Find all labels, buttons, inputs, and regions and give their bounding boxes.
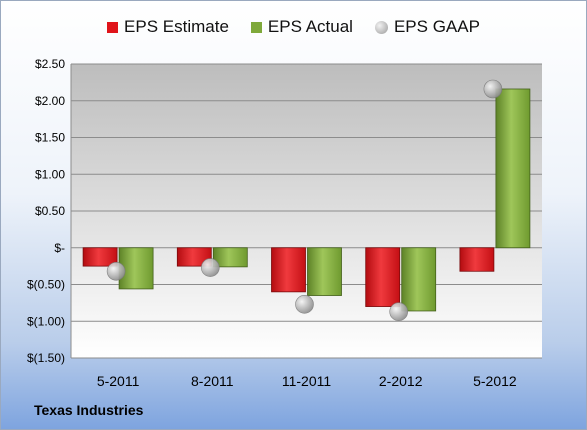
legend-label-eps-gaap: EPS GAAP [393, 17, 480, 36]
x-tick-label: 5-2011 [97, 373, 140, 389]
y-tick-label: $1.00 [35, 167, 65, 181]
y-tick-label: $(1.00) [27, 314, 65, 328]
legend-item-eps-gaap: EPS GAAP [374, 17, 480, 37]
point-eps-gaap [389, 302, 409, 321]
legend-swatch-eps-actual [250, 21, 262, 33]
bar-eps-estimate [459, 247, 495, 272]
y-tick-label: $- [54, 241, 65, 255]
legend-swatch-eps-estimate [107, 21, 119, 33]
bar-eps-estimate [271, 247, 306, 293]
x-tick-label: 8-2011 [191, 373, 234, 389]
x-tick-label: 5-2012 [473, 373, 517, 389]
y-tick-label: $1.50 [35, 131, 65, 145]
point-eps-gaap [295, 295, 314, 314]
y-tick-label: $(0.50) [27, 278, 65, 292]
point-eps-gaap [483, 79, 503, 99]
point-eps-gaap [201, 258, 220, 277]
legend-item-eps-estimate: EPS Estimate [107, 17, 229, 37]
y-tick-label: $2.00 [35, 94, 65, 108]
x-tick-label: 2-2012 [379, 373, 423, 389]
legend-swatch-eps-gaap [374, 20, 388, 34]
legend-label-eps-actual: EPS Actual [267, 17, 353, 36]
y-tick-label: $2.50 [35, 57, 65, 71]
bar-eps-estimate [82, 247, 118, 267]
point-eps-gaap [106, 261, 126, 281]
legend: EPS Estimate EPS Actual EPS GAAP [1, 17, 586, 37]
company-label: Texas Industries [34, 402, 144, 418]
bar-eps-actual [212, 247, 248, 268]
bar-eps-actual [495, 88, 531, 249]
y-tick-label: $0.50 [35, 204, 65, 218]
x-tick-label: 11-2011 [282, 373, 332, 389]
y-tick-label: $(1.50) [27, 351, 65, 365]
bar-eps-estimate [176, 247, 212, 267]
bar-eps-estimate [365, 247, 401, 307]
bar-eps-actual [307, 247, 342, 296]
legend-item-eps-actual: EPS Actual [250, 17, 353, 37]
legend-label-eps-estimate: EPS Estimate [124, 17, 229, 36]
bar-eps-actual [401, 247, 437, 312]
